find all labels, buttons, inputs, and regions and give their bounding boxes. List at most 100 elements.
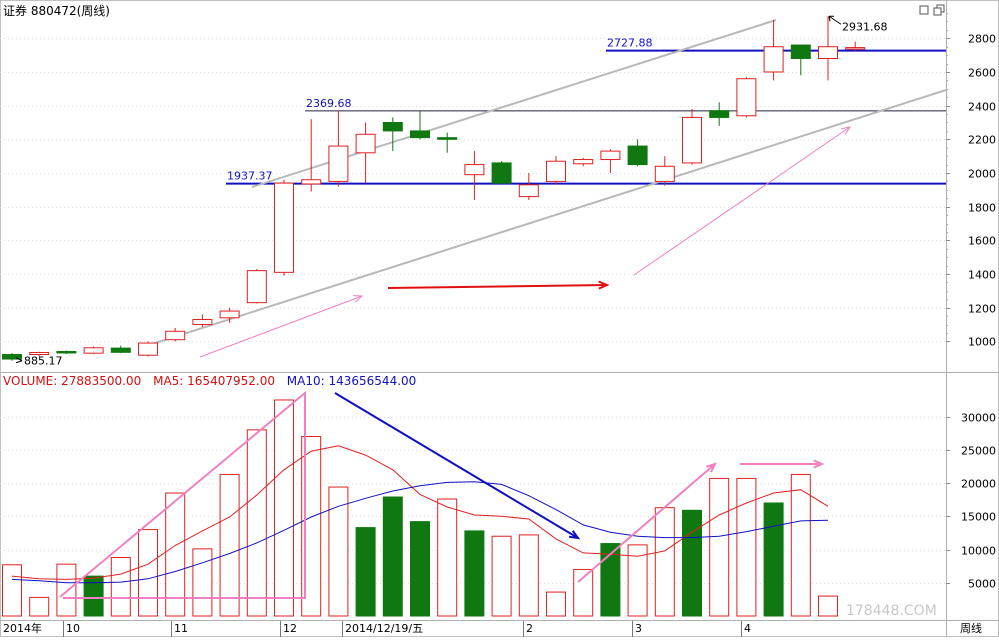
candle-body — [138, 342, 158, 356]
volume-bar — [382, 496, 403, 617]
volume-bar — [56, 563, 77, 617]
red-sideways-arrow-head — [598, 280, 610, 290]
x-label-3: 3 — [635, 622, 642, 635]
candle-body — [518, 184, 539, 198]
pink-arrow-1-head — [352, 295, 364, 303]
candle-body — [682, 116, 702, 164]
candle-body — [219, 310, 240, 319]
candle-body — [56, 350, 77, 354]
chart-title: 证券 880472(周线) — [3, 3, 110, 18]
candle-body — [110, 347, 131, 353]
candle-body — [274, 182, 294, 273]
volume-bar — [29, 596, 50, 617]
price-tick-label: 1200 — [968, 303, 996, 316]
price-tick-label: 2000 — [968, 168, 996, 181]
price-tick-label: 1000 — [968, 336, 996, 349]
x-label-11: 11 — [174, 622, 188, 635]
candlestick-series — [2, 15, 866, 364]
volume-bar — [654, 507, 675, 617]
candle-body — [382, 121, 403, 132]
candle-body — [627, 145, 648, 166]
volume-bar — [682, 509, 702, 617]
candle-body — [165, 330, 186, 341]
candle-body — [29, 351, 50, 356]
candle-body — [355, 133, 376, 154]
volume-bar — [518, 534, 539, 617]
low-price-label: 885.17 — [24, 355, 63, 368]
volume-bar — [600, 543, 621, 617]
pink-flat-arrow-head — [813, 459, 825, 469]
volume-legend: VOLUME: 27883500.00 MA5: 165407952.00 MA… — [3, 374, 416, 388]
candle-body — [709, 110, 730, 118]
volume-bar — [546, 591, 566, 617]
candle-body — [464, 164, 485, 176]
x-label-4: 4 — [744, 622, 751, 635]
volume-bar — [219, 473, 240, 617]
restore-icon[interactable] — [933, 4, 945, 16]
candle-body — [736, 78, 757, 117]
volume-tick-label: 25000 — [961, 445, 996, 458]
candle-body — [790, 44, 811, 60]
candle-body — [573, 159, 594, 165]
volume-bar — [138, 529, 158, 617]
ma10-line — [11, 481, 829, 584]
candle-body — [83, 347, 104, 354]
drawn-arrows-volume — [59, 390, 825, 599]
candle-body — [763, 46, 784, 73]
level-label-1937: 1937.37 — [227, 170, 273, 183]
volume-bar — [736, 477, 757, 617]
x-label-12: 12 — [283, 622, 297, 635]
volume-bar — [165, 492, 186, 617]
volume-bar — [790, 473, 811, 617]
candle-body — [410, 130, 430, 139]
candle-body — [437, 137, 458, 140]
period-label[interactable]: 周线 — [960, 621, 982, 635]
candle-body — [600, 150, 621, 161]
volume-bar — [818, 595, 838, 617]
volume-bar — [274, 399, 294, 617]
blue-down-arrow-head — [568, 530, 581, 540]
volume-tick-label: 5000 — [968, 578, 996, 591]
pink-up-arrow-head — [706, 462, 717, 473]
volume-ma-lines — [11, 445, 829, 584]
volume-bar — [627, 544, 648, 617]
price-tick-label: 2800 — [968, 33, 996, 46]
x-label-2014: 2014年 — [3, 621, 42, 635]
price-tick-label: 1800 — [968, 202, 996, 215]
candle-body — [491, 162, 512, 184]
lower-trend-line — [145, 89, 947, 347]
candle-body — [654, 165, 675, 182]
x-label-date: 2014/12/19/五 — [345, 622, 423, 635]
volume-tick-label: 30000 — [961, 412, 996, 425]
volume-bar — [410, 521, 430, 617]
candle-body — [246, 270, 267, 304]
high-price-label: 2931.68 — [842, 20, 888, 33]
volume-bar — [491, 535, 512, 617]
pink-arrow-2-head — [841, 126, 852, 135]
volume-bar — [763, 502, 784, 617]
volume-tick-label: 15000 — [961, 511, 996, 524]
blue-down-arrow — [334, 392, 579, 539]
price-tick-label: 1600 — [968, 235, 996, 248]
watermark: 178448.COM — [846, 603, 937, 619]
volume-bar — [355, 527, 376, 617]
ma5-legend: MA5: 165407952.00 — [153, 374, 275, 388]
level-label-2369: 2369.68 — [306, 97, 352, 110]
volume-bar — [110, 557, 131, 617]
ma5-line — [11, 445, 829, 580]
level-label-2727: 2727.88 — [607, 37, 653, 50]
x-label-10: 10 — [66, 622, 80, 635]
volume-bar — [709, 477, 730, 617]
high-marker-arrow — [828, 15, 842, 25]
volume-bar — [437, 498, 458, 617]
minimize-icon[interactable] — [919, 5, 929, 15]
volume-bar — [246, 429, 267, 617]
pink-arrow-2 — [633, 126, 851, 276]
price-tick-label: 2600 — [968, 67, 996, 80]
volume-bars — [2, 399, 838, 617]
price-tick-label: 2400 — [968, 101, 996, 114]
red-sideways-arrow — [387, 284, 608, 289]
volume-bar — [83, 575, 104, 617]
candle-body — [301, 179, 322, 185]
